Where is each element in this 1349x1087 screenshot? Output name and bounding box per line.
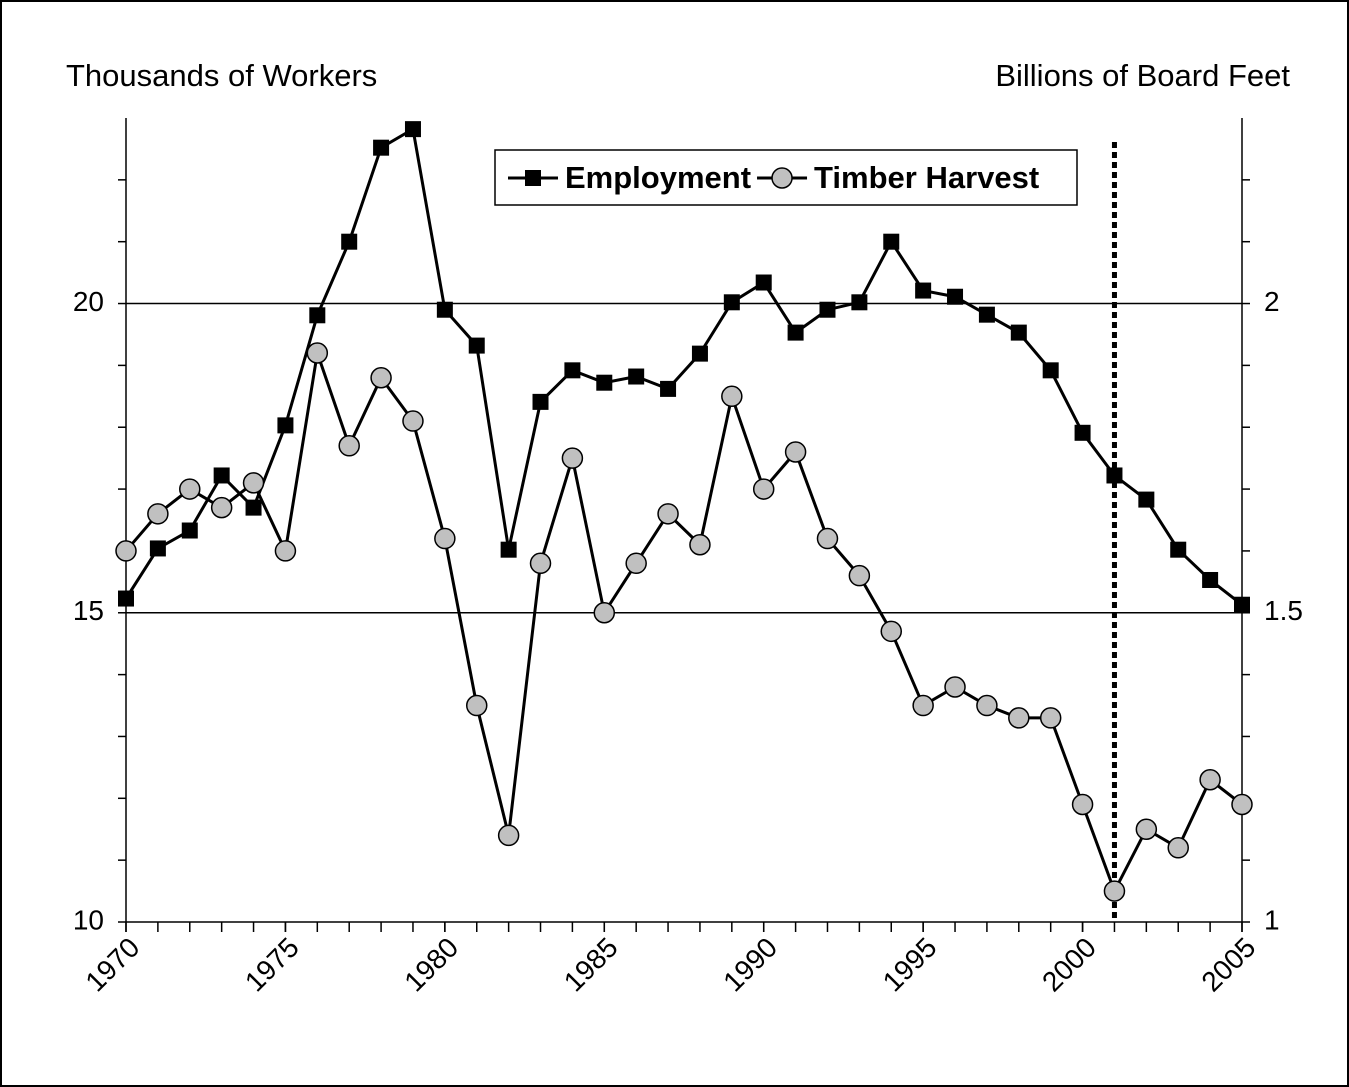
marker [118, 590, 134, 607]
marker [1202, 571, 1219, 588]
y2-tick-label: 2 [1264, 286, 1280, 317]
legend-marker [771, 167, 793, 189]
marker [561, 447, 584, 469]
marker [149, 540, 166, 557]
series-line [124, 352, 1243, 895]
marker [1231, 793, 1253, 816]
marker [848, 564, 871, 587]
y-tick-label: 15 [73, 595, 104, 626]
marker [1234, 596, 1250, 613]
marker [816, 527, 839, 550]
marker [1103, 880, 1126, 902]
marker [468, 337, 485, 354]
marker [689, 533, 711, 556]
marker [274, 540, 297, 562]
marker [883, 233, 900, 250]
marker [657, 503, 679, 525]
marker [1071, 793, 1094, 816]
marker [242, 472, 265, 494]
marker [370, 367, 392, 389]
marker [1010, 324, 1027, 341]
marker [976, 694, 998, 717]
marker [1167, 837, 1189, 859]
marker [880, 620, 903, 643]
marker [213, 467, 230, 484]
marker [947, 288, 964, 305]
marker [593, 602, 616, 624]
marker [691, 345, 708, 362]
legend-label: Timber Harvest [814, 160, 1039, 195]
marker [306, 342, 329, 364]
marker [752, 478, 775, 500]
marker [944, 676, 966, 698]
marker [373, 139, 390, 156]
marker [596, 374, 613, 391]
marker [341, 233, 358, 250]
marker [115, 540, 137, 562]
marker [147, 503, 169, 525]
marker [912, 694, 934, 717]
legend-label: Employment [565, 160, 751, 195]
marker [625, 552, 647, 575]
marker [1170, 541, 1187, 558]
marker [978, 306, 995, 323]
marker [660, 380, 677, 397]
marker [434, 527, 456, 550]
marker [851, 294, 868, 311]
marker [1008, 707, 1030, 729]
marker [787, 324, 804, 341]
marker [1138, 491, 1155, 508]
marker [819, 301, 836, 318]
marker [915, 282, 932, 299]
legend-marker [525, 170, 541, 186]
marker [1199, 769, 1221, 791]
y-axis-label: Thousands of Workers [66, 58, 377, 93]
marker [564, 362, 581, 379]
y2-tick-label: 1.5 [1264, 595, 1303, 626]
marker [245, 499, 262, 516]
marker [1042, 362, 1059, 379]
marker [404, 121, 421, 138]
series-line [124, 126, 1243, 606]
y2-axis-label: Billions of Board Feet [995, 58, 1290, 93]
marker [179, 478, 201, 500]
marker [1106, 467, 1123, 484]
marker [723, 294, 740, 311]
marker [402, 410, 424, 432]
marker [338, 435, 360, 457]
marker [436, 301, 453, 318]
y2-tick-label: 1 [1264, 904, 1280, 935]
marker [210, 496, 233, 519]
marker [755, 274, 772, 291]
marker [532, 393, 549, 410]
marker [277, 417, 294, 434]
marker [497, 824, 520, 847]
legend-box [494, 149, 1078, 206]
marker [721, 385, 743, 408]
y-tick-label: 20 [73, 286, 104, 317]
marker [529, 552, 552, 575]
marker [1074, 424, 1091, 441]
marker [465, 694, 488, 717]
marker [309, 307, 326, 324]
marker [181, 522, 198, 539]
marker [500, 541, 517, 558]
marker [1039, 707, 1062, 729]
marker [628, 368, 645, 385]
marker [1135, 818, 1158, 840]
y-tick-label: 10 [73, 904, 104, 935]
marker [784, 441, 807, 463]
